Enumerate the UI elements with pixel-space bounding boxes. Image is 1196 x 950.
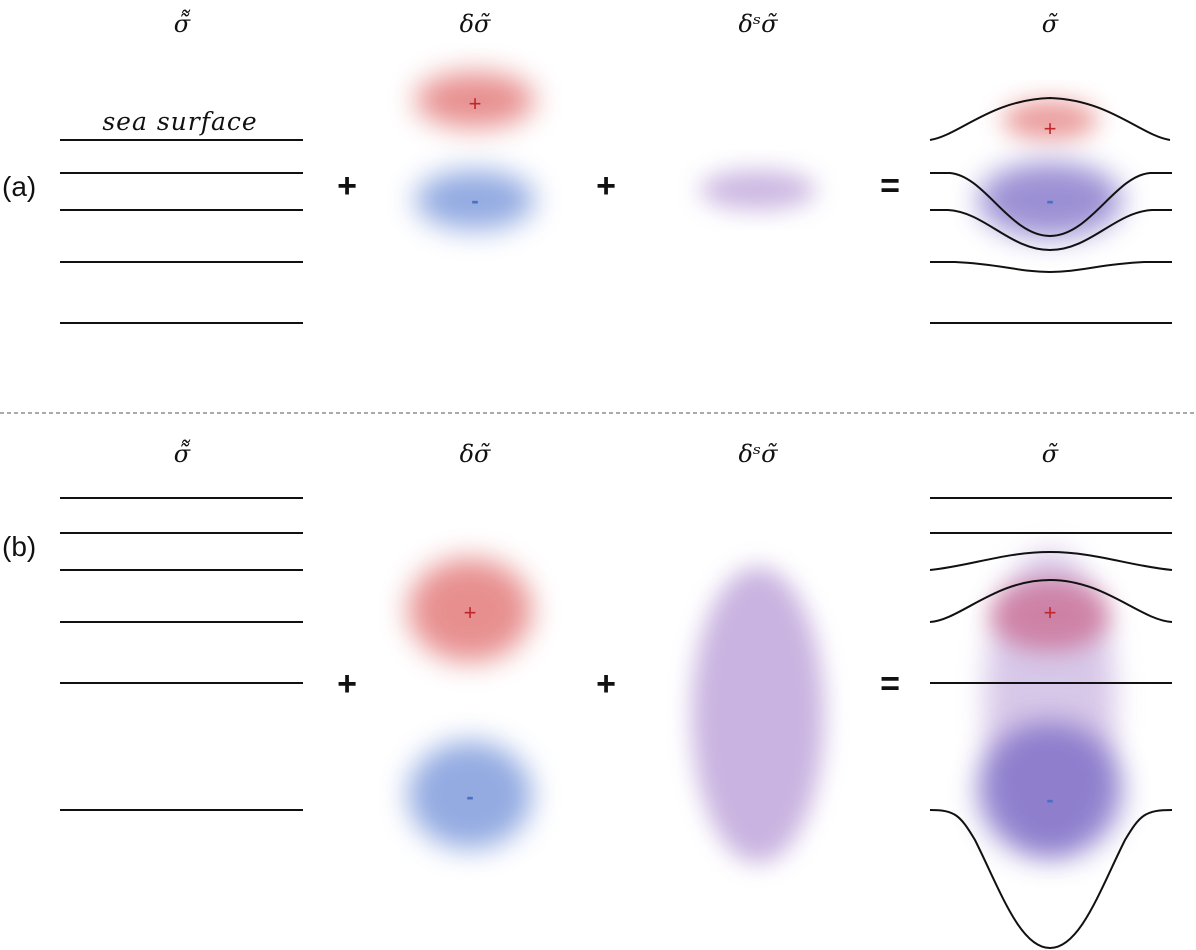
header-mean-sigma: σ̃̃ — [174, 8, 191, 38]
minus-sign: - — [1046, 188, 1053, 213]
plus-operator: + — [596, 665, 616, 703]
negative-anomaly — [978, 722, 1122, 858]
positive-anomaly — [1002, 100, 1098, 140]
header-static-delta-sigma: δˢσ̃ — [739, 10, 779, 38]
plus-sign: + — [464, 600, 477, 625]
header-mean-sigma: σ̃̃ — [174, 438, 191, 468]
sea-surface-label: sea surface — [102, 107, 257, 136]
panel-b: σ̃̃ δσ̃ δˢσ̃ σ̃ (b) + + - + = — [2, 438, 1173, 950]
negative-anomaly — [415, 170, 535, 230]
positive-anomaly — [990, 579, 1110, 651]
plus-sign: + — [1044, 600, 1057, 625]
total-a: + - — [929, 96, 1172, 324]
plus-operator: + — [337, 167, 357, 205]
static-anomaly-b — [692, 567, 824, 863]
panel-label-b: (b) — [2, 531, 36, 562]
minus-sign: - — [471, 188, 478, 213]
isopycnal-line — [929, 96, 1171, 141]
perturbation-b: + - — [408, 558, 532, 849]
minus-sign: - — [466, 784, 473, 809]
positive-anomaly — [415, 72, 535, 128]
positive-anomaly — [408, 558, 532, 662]
header-static-delta-sigma: δˢσ̃ — [739, 440, 779, 468]
plus-operator: + — [337, 665, 357, 703]
isopycnal-line — [929, 809, 1173, 950]
panel-a: σ̃̃ δσ̃ δˢσ̃ σ̃ (a) sea surface + + - + … — [2, 8, 1172, 324]
static-anomaly-a — [700, 170, 816, 210]
negative-anomaly — [408, 741, 532, 849]
isopycnal-line — [929, 578, 1173, 623]
plus-operator: + — [596, 167, 616, 205]
mean-isopycnals-a: sea surface — [60, 107, 303, 324]
total-b: + - — [929, 497, 1173, 950]
minus-sign: - — [1046, 787, 1053, 812]
header-total-sigma: σ̃ — [1042, 440, 1059, 468]
plus-sign: + — [469, 91, 482, 116]
header-delta-sigma: δσ̃ — [460, 10, 491, 38]
isopycnal-line — [930, 261, 1172, 274]
isopycnal-line — [930, 209, 1172, 252]
isopycnal-line — [930, 172, 1172, 238]
panel-label-a: (a) — [2, 171, 36, 202]
mean-isopycnals-b — [60, 497, 303, 811]
plus-sign: + — [1044, 116, 1057, 141]
isopycnal-line — [929, 550, 1173, 571]
header-total-sigma: σ̃ — [1042, 10, 1059, 38]
perturbation-a: + - — [415, 72, 535, 230]
equals-operator: = — [880, 167, 900, 205]
equals-operator: = — [880, 665, 900, 703]
header-delta-sigma: δσ̃ — [460, 440, 491, 468]
